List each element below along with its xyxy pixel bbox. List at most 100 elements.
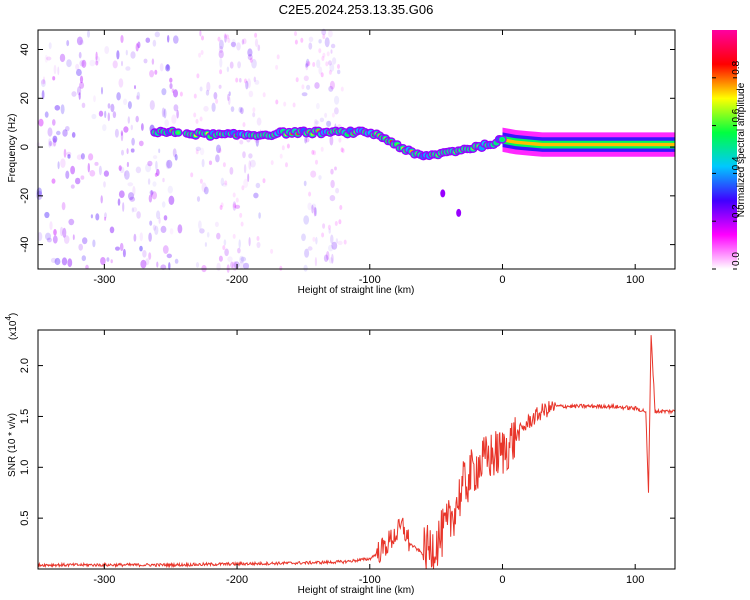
noise-blob: [227, 93, 230, 102]
noise-blob: [63, 235, 70, 244]
noise-blob: [173, 104, 179, 112]
noise-blob: [82, 237, 88, 245]
noise-blob: [329, 195, 336, 202]
noise-blob: [137, 41, 141, 49]
noise-blob: [79, 75, 84, 84]
noise-blob: [52, 119, 56, 126]
noise-blob: [148, 232, 152, 242]
noise-blob: [174, 258, 179, 264]
noise-blob: [301, 84, 305, 90]
noise-blob: [247, 173, 250, 182]
noise-blob: [119, 242, 124, 252]
noise-blob: [199, 86, 203, 92]
noise-blob: [147, 160, 153, 167]
noise-blob: [242, 122, 246, 128]
noise-blob: [79, 81, 85, 89]
colorbar-tick-label: 0.2: [731, 204, 742, 218]
noise-blob: [203, 186, 209, 195]
noise-blob: [71, 132, 76, 138]
noise-blob: [206, 81, 211, 92]
noise-blob: [312, 62, 316, 67]
y-tick-label: -20: [19, 188, 31, 204]
noise-blob: [41, 79, 46, 85]
noise-blob: [152, 155, 158, 160]
noise-blob: [158, 148, 161, 154]
noise-blob: [228, 96, 231, 106]
noise-blob: [118, 78, 124, 88]
noise-blob: [303, 180, 307, 187]
noise-blob: [67, 154, 71, 159]
noise-blob: [81, 59, 87, 68]
noise-blob: [173, 35, 179, 44]
noise-blob: [106, 257, 110, 262]
stray-blob: [440, 189, 446, 198]
noise-blob: [279, 265, 283, 271]
noise-blob: [79, 60, 85, 67]
noise-blob: [195, 149, 199, 155]
ridge-blob: [176, 131, 180, 135]
noise-blob: [239, 139, 244, 145]
noise-blob: [295, 77, 299, 83]
noise-blob: [205, 89, 210, 96]
noise-blob: [251, 58, 257, 69]
noise-blob: [161, 88, 167, 96]
noise-blob: [219, 69, 223, 75]
noise-blob: [321, 232, 325, 238]
noise-blob: [335, 238, 339, 244]
noise-blob: [307, 202, 313, 211]
noise-blob: [232, 192, 236, 198]
noise-blob: [127, 116, 130, 124]
noise-blob: [326, 251, 330, 261]
noise-blob: [230, 106, 235, 112]
noise-blob: [216, 144, 221, 154]
noise-blob: [223, 239, 227, 246]
noise-blob: [87, 30, 90, 38]
noise-blob: [174, 154, 178, 161]
noise-blob: [256, 241, 261, 249]
noise-blob: [328, 30, 333, 38]
noise-blob: [163, 108, 167, 119]
snr-xlabel: Height of straight line (km): [298, 585, 415, 596]
noise-blob: [307, 246, 313, 251]
noise-blob: [172, 148, 177, 158]
ridge-band: [502, 138, 675, 147]
noise-blob: [103, 181, 106, 188]
noise-blob: [80, 153, 85, 160]
noise-blob: [95, 60, 99, 66]
noise-blob: [247, 78, 251, 89]
noise-blob: [325, 61, 329, 67]
noise-blob: [239, 255, 245, 264]
noise-blob: [322, 52, 326, 58]
noise-blob: [156, 210, 161, 220]
noise-blob: [63, 148, 67, 158]
noise-blob: [256, 117, 262, 126]
noise-blob: [162, 177, 165, 183]
noise-blob: [78, 51, 82, 59]
noise-blob: [46, 237, 52, 243]
noise-blob: [44, 111, 49, 118]
noise-blob: [303, 215, 310, 225]
noise-blob: [52, 138, 57, 147]
noise-blob: [171, 114, 177, 124]
noise-blob: [311, 149, 315, 155]
noise-blob: [308, 191, 312, 197]
noise-blob: [145, 37, 151, 43]
noise-blob: [127, 101, 132, 110]
noise-blob: [199, 178, 203, 184]
noise-blob: [258, 212, 261, 219]
snr-scale-label: (x104): [4, 313, 19, 340]
noise-blob: [195, 118, 199, 124]
noise-blob: [334, 221, 338, 226]
noise-blob: [320, 72, 324, 78]
noise-blob: [327, 224, 331, 230]
noise-blob: [151, 191, 157, 200]
noise-blob: [330, 49, 333, 54]
noise-blob: [330, 168, 334, 175]
noise-blob: [218, 255, 223, 262]
noise-blob: [334, 107, 339, 115]
noise-blob: [243, 164, 247, 174]
y-tick-label: -40: [19, 237, 31, 253]
noise-blob: [141, 123, 144, 131]
noise-blob: [315, 236, 318, 245]
snr-scale-suffix: ): [8, 313, 19, 316]
